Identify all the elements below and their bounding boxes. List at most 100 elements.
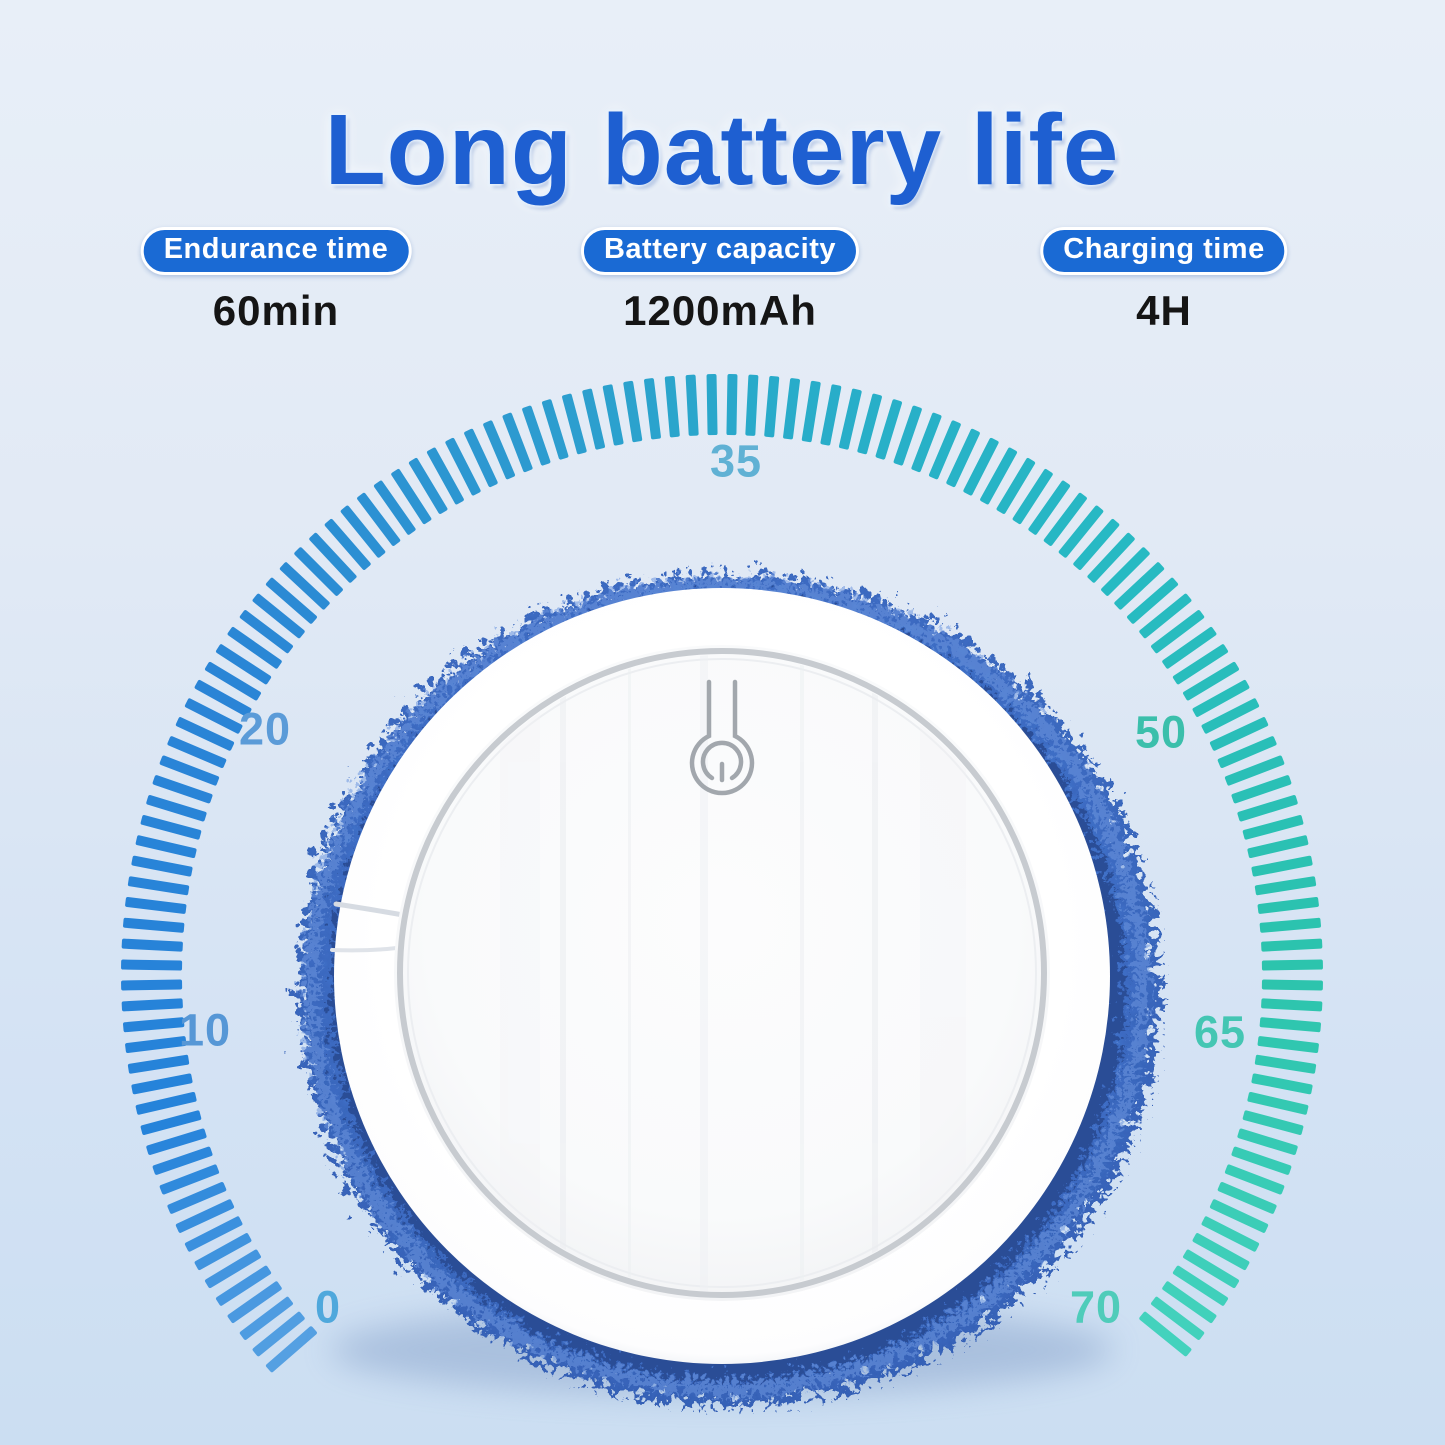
gauge-tick <box>121 979 183 991</box>
gauge-tick <box>127 1054 190 1074</box>
gauge-tick <box>801 380 821 443</box>
gauge-tick <box>929 420 961 480</box>
gauge-tick <box>123 917 185 933</box>
spec-endurance-label: Endurance time <box>163 233 389 265</box>
gauge-tick <box>373 480 416 535</box>
gauge-tick <box>1259 1017 1321 1033</box>
gauge-tick <box>1127 577 1179 624</box>
gauge-tick <box>205 1249 261 1289</box>
gauge-tick <box>159 1164 220 1195</box>
gauge-tick <box>1254 1054 1317 1074</box>
spec-battery: Battery capacity 1200mAh <box>580 227 860 335</box>
gauge-tick <box>140 815 202 840</box>
gauge-tick <box>265 577 317 624</box>
power-icon <box>689 679 755 796</box>
gauge-tick <box>1209 1199 1269 1233</box>
gauge-tick <box>175 1199 235 1233</box>
gauge-tick <box>1231 775 1292 804</box>
gauge-tick <box>706 374 718 436</box>
gauge-tick <box>1242 1110 1304 1135</box>
gauge-tick <box>205 661 261 701</box>
gauge-tick <box>239 1296 293 1340</box>
spec-charging-value: 4H <box>1136 287 1192 334</box>
gauge-number-20: 20 <box>238 703 292 755</box>
gauge-tick <box>252 1311 305 1357</box>
gauge-tick <box>820 384 842 446</box>
gauge-tick <box>602 384 624 446</box>
gauge-tick <box>146 795 207 822</box>
gauge-tick <box>1251 1073 1313 1095</box>
gauge-tick <box>483 420 515 480</box>
gauge-tick <box>623 380 643 443</box>
gauge-tick <box>1254 876 1317 896</box>
gauge-tick <box>1251 855 1313 877</box>
gauge-number-50: 50 <box>1134 706 1188 758</box>
gauge-tick <box>135 1092 197 1115</box>
gauge-tick <box>1237 795 1298 822</box>
gauge-tick <box>121 959 183 971</box>
spec-charging: Charging time 4H <box>1040 227 1288 335</box>
gauge-tick <box>324 518 371 570</box>
gauge-tick <box>131 855 193 877</box>
gauge-tick <box>131 1073 193 1095</box>
gauge-tick <box>1183 1249 1239 1289</box>
gauge-tick <box>1192 679 1250 717</box>
gauge-tick <box>167 1182 227 1214</box>
gauge-tick <box>1257 1036 1319 1053</box>
gauge-tick <box>1073 518 1120 570</box>
gauge-tick <box>1201 698 1260 734</box>
gauge-tick <box>357 492 401 546</box>
gauge-tick <box>1224 1164 1285 1195</box>
gauge-tick <box>216 644 272 685</box>
gauge-tick <box>391 469 432 525</box>
gauge-tick <box>127 876 190 896</box>
spec-battery-value: 1200mAh <box>623 287 817 334</box>
gauge-tick <box>227 626 282 669</box>
gauge-tick <box>911 412 942 473</box>
gauge-tick <box>893 405 922 466</box>
gauge-tick <box>123 1017 185 1033</box>
gauge-tick <box>1012 469 1053 525</box>
gauge-tick <box>194 1233 252 1271</box>
gauge-tick <box>135 835 197 858</box>
gauge-tick <box>340 505 386 558</box>
gauge-tick <box>1162 1281 1217 1324</box>
gauge-tick <box>1261 959 1323 971</box>
gauge-tick <box>1151 1296 1205 1340</box>
gauge-ticks <box>121 374 1323 1373</box>
gauge-tick <box>1139 1311 1192 1357</box>
gauge-tick <box>783 378 800 440</box>
gauge-tick <box>1231 1146 1292 1175</box>
gauge-tick <box>644 378 661 440</box>
gauge-tick <box>146 1128 207 1155</box>
gauge-tick <box>1201 1216 1260 1252</box>
gauge-tick <box>1192 1233 1250 1271</box>
spec-charging-label: Charging time <box>1063 233 1265 265</box>
gauge-tick <box>664 376 680 438</box>
gauge-tick <box>502 412 533 473</box>
gauge-tick <box>1259 917 1321 933</box>
gauge-tick <box>125 1036 187 1053</box>
mop-pad-highlight <box>297 571 1143 1389</box>
gauge-tick <box>1172 644 1228 685</box>
gauge-tick <box>1209 717 1269 751</box>
gauge-tick <box>1224 755 1285 786</box>
gauge-tick <box>1261 998 1323 1012</box>
gauge-tick <box>1217 736 1277 768</box>
gauge-tick <box>184 1216 243 1252</box>
spec-battery-label: Battery capacity <box>603 233 837 265</box>
gauge-tick <box>140 1110 202 1135</box>
gauge-tick <box>1162 626 1217 669</box>
spec-endurance: Endurance time 60min <box>140 227 412 335</box>
spec-battery-pill: Battery capacity <box>580 227 860 275</box>
gauge-tick <box>1151 610 1205 654</box>
gauge-tick <box>216 1265 272 1306</box>
gauge-tick <box>1087 532 1135 583</box>
robot-lid <box>394 645 1050 1301</box>
gauge-tick <box>309 532 357 583</box>
gauge-number-0: 0 <box>314 1281 342 1333</box>
gauge-tick <box>1261 938 1323 952</box>
gauge-tick <box>184 698 243 734</box>
